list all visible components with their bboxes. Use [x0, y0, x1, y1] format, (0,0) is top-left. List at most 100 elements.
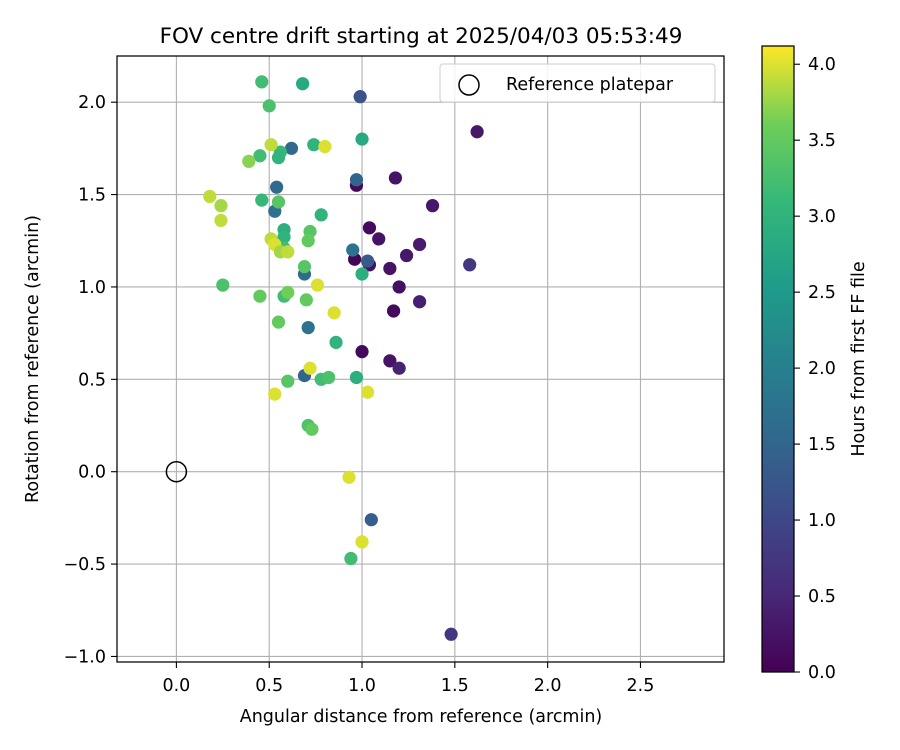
data-point — [271, 151, 286, 165]
data-point — [444, 627, 458, 641]
y-tick-label: 2.0 — [78, 93, 106, 113]
data-point — [355, 267, 369, 281]
data-point — [349, 173, 364, 187]
data-point — [277, 230, 291, 244]
data-point — [383, 354, 397, 368]
data-point — [355, 132, 369, 146]
colorbar-tick-label: 1.5 — [808, 435, 836, 455]
data-point — [346, 243, 360, 257]
data-point — [281, 285, 295, 300]
data-point — [214, 199, 228, 213]
colorbar-ticks: 0.0 0.5 1.0 1.5 2.0 2.5 3.0 3.5 4.0 — [794, 55, 836, 683]
data-point — [362, 221, 377, 235]
data-point — [203, 189, 217, 204]
legend: Reference platepar — [439, 63, 716, 103]
y-tick-label: −1.0 — [64, 647, 107, 667]
data-point — [386, 304, 401, 318]
data-point — [314, 208, 328, 222]
x-tick-label: 2.5 — [627, 676, 655, 696]
colorbar-tick-label: 3.5 — [808, 131, 836, 151]
data-point — [344, 551, 358, 566]
colorbar-tick-label: 4.0 — [808, 55, 836, 75]
data-point — [412, 295, 427, 309]
x-tick-label: 2.0 — [534, 676, 562, 696]
x-tick-label: 1.0 — [348, 676, 376, 696]
data-point — [392, 280, 406, 294]
x-axis-ticks: 0.0 0.5 1.0 1.5 2.0 2.5 — [162, 662, 654, 696]
x-axis-label: Angular distance from reference (arcmin) — [240, 707, 603, 727]
data-point — [329, 335, 343, 349]
legend-marker-icon — [458, 74, 480, 96]
colorbar-tick-label: 0.5 — [808, 587, 836, 607]
legend-entry: Reference platepar — [506, 75, 674, 95]
y-axis-label: Rotation from reference (arcmin) — [23, 215, 43, 503]
data-point — [268, 387, 282, 401]
data-point — [360, 385, 375, 399]
data-point — [305, 422, 319, 436]
colorbar-gradient — [762, 46, 794, 672]
data-point — [470, 125, 484, 139]
data-point — [301, 234, 315, 248]
chart-title: FOV centre drift starting at 2025/04/03 … — [160, 24, 683, 49]
data-point — [355, 535, 369, 549]
data-point — [307, 138, 321, 152]
data-point — [271, 195, 286, 209]
colorbar-tick-label: 0.0 — [808, 663, 836, 683]
data-point — [425, 199, 440, 213]
colorbar-label: Hours from first FF file — [849, 261, 869, 456]
data-point — [463, 258, 477, 272]
legend-box — [439, 63, 716, 103]
data-point — [216, 278, 230, 292]
data-point — [270, 180, 284, 194]
grid-lines — [117, 56, 724, 662]
colorbar-tick-label: 2.0 — [808, 359, 836, 379]
data-point — [253, 289, 267, 303]
data-point — [214, 213, 228, 228]
x-tick-label: 1.5 — [441, 676, 469, 696]
data-point — [349, 370, 364, 385]
data-point — [388, 171, 403, 185]
data-point — [399, 248, 414, 263]
data-point — [372, 232, 386, 246]
data-point — [327, 306, 341, 320]
data-point — [310, 278, 325, 292]
plot-frame — [116, 55, 725, 663]
data-point — [392, 361, 406, 375]
data-point — [281, 245, 295, 259]
y-tick-label: 1.5 — [78, 186, 106, 206]
data-point — [253, 149, 267, 163]
data-point — [353, 90, 367, 104]
data-points — [203, 75, 484, 641]
y-tick-label: −0.5 — [64, 555, 107, 575]
colorbar-tick-label: 3.0 — [808, 207, 836, 227]
data-point — [303, 361, 317, 375]
data-point — [255, 193, 269, 207]
data-point — [383, 261, 397, 276]
y-tick-label: 1.0 — [78, 278, 106, 298]
colorbar-tick-label: 1.0 — [808, 511, 836, 531]
y-tick-label: 0.5 — [78, 370, 106, 390]
data-point — [297, 260, 312, 274]
data-point — [318, 139, 332, 154]
data-point — [355, 345, 369, 359]
data-point — [322, 370, 336, 385]
x-tick-label: 0.0 — [162, 676, 190, 696]
data-point — [412, 237, 427, 252]
data-point — [342, 470, 356, 484]
data-point — [271, 315, 286, 329]
reference-platepar-marker — [165, 460, 188, 483]
y-tick-label: 0.0 — [78, 463, 106, 483]
data-point — [262, 99, 276, 113]
y-axis-ticks: −1.0 −0.5 0.0 0.5 1.0 1.5 2.0 — [64, 93, 117, 667]
data-point — [364, 513, 378, 527]
data-point — [296, 77, 310, 91]
data-point — [281, 374, 295, 388]
colorbar-tick-label: 2.5 — [808, 283, 836, 303]
data-point — [299, 293, 313, 307]
colorbar-frame — [761, 45, 795, 673]
data-point — [301, 320, 315, 335]
data-point — [242, 154, 256, 168]
data-point — [264, 138, 278, 152]
data-point — [284, 141, 299, 155]
